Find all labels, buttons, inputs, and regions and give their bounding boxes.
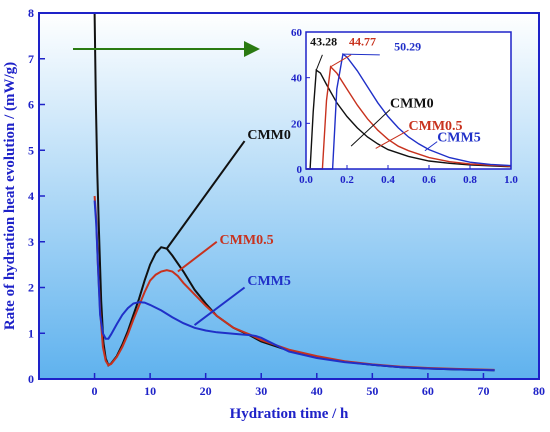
inset-peak-value: 50.29 <box>394 39 421 53</box>
series-label: CMM5 <box>247 274 291 289</box>
x-tick-label: 50 <box>366 384 378 398</box>
inset-peak-pointer <box>315 54 323 71</box>
main-ticks: 0 10 20 30 40 50 60 70 80 0 1 2 3 4 5 6 7 8 <box>28 6 545 398</box>
inset-series-label: CMM0 <box>390 96 434 111</box>
x-tick-label: 10 <box>144 384 156 398</box>
x-tick-label: 0 <box>92 384 98 398</box>
inset-label-pointer <box>424 141 438 152</box>
y-tick-label: 1 <box>28 326 34 340</box>
inset-peak-value: 43.28 <box>310 35 337 49</box>
series-line-cmm0-5 <box>93 195 495 371</box>
x-tick-label: 30 <box>255 384 267 398</box>
inset-x-tick-label: 0.4 <box>381 174 395 186</box>
y-tick-label: 8 <box>28 6 34 20</box>
annotation-pointer <box>177 240 218 273</box>
x-tick-label: 20 <box>200 384 212 398</box>
inset-series-line <box>306 68 512 170</box>
y-tick-label: 6 <box>28 98 34 112</box>
inset-series-line <box>306 65 512 170</box>
inset-series-group <box>306 52 512 170</box>
inset-peak-value: 44.77 <box>349 35 376 49</box>
inset-annotations: 43.28 CMM0 44.77 CMM0.5 50.29 CMM5 <box>310 35 481 152</box>
inset-y-tick-label: 20 <box>291 118 303 130</box>
y-axis-title: Rate of hydration heat evolution / (mW/g… <box>2 62 18 330</box>
annotation-pointer <box>193 286 246 326</box>
inset-x-tick-label: 0.2 <box>340 174 354 186</box>
inset-y-tick-label: 40 <box>291 73 303 85</box>
inset-x-tick-label: 0.0 <box>299 174 313 186</box>
y-tick-label: 5 <box>28 143 34 157</box>
inset-label-pointer <box>350 109 391 147</box>
inset-background <box>306 32 511 169</box>
main-series-group <box>93 12 495 372</box>
inset-series-label: CMM0.5 <box>409 119 463 134</box>
inset-ticks: 0.0 0.2 0.4 0.6 0.8 1.0 0 20 40 60 <box>291 27 518 186</box>
series-annotations: CMM0 CMM0.5 CMM5 <box>165 128 291 326</box>
inset-label-pointer <box>375 129 409 149</box>
y-tick-label: 0 <box>28 372 34 386</box>
inset-frame <box>305 31 512 170</box>
inset-peak-pointer <box>330 54 352 68</box>
y-tick-label: 4 <box>28 189 34 203</box>
x-tick-label: 70 <box>477 384 489 398</box>
inset-y-tick-label: 60 <box>291 27 303 39</box>
x-tick-label: 80 <box>533 384 545 398</box>
y-tick-label: 3 <box>28 235 34 249</box>
inset-y-tick-label: 0 <box>297 164 303 176</box>
series-label: CMM0 <box>247 128 291 143</box>
inset-series-label: CMM5 <box>437 131 481 146</box>
series-line-cmm5 <box>93 200 495 372</box>
x-axis-title: Hydration time / h <box>230 406 349 422</box>
inset-x-tick-label: 0.8 <box>463 174 477 186</box>
y-tick-label: 7 <box>28 52 34 66</box>
y-tick-label: 2 <box>28 281 34 295</box>
inset-peak-pointer <box>342 53 380 56</box>
inset-chart: 0.0 0.2 0.4 0.6 0.8 1.0 0 20 40 60 43.28 CMM0 44.77… <box>291 27 518 186</box>
inset-x-tick-label: 1.0 <box>504 174 518 186</box>
annotation-pointer <box>165 140 246 250</box>
x-tick-label: 40 <box>311 384 323 398</box>
x-tick-label: 60 <box>422 384 434 398</box>
inset-x-tick-label: 0.6 <box>422 174 436 186</box>
series-label: CMM0.5 <box>220 233 274 248</box>
inset-series-line <box>306 52 512 170</box>
